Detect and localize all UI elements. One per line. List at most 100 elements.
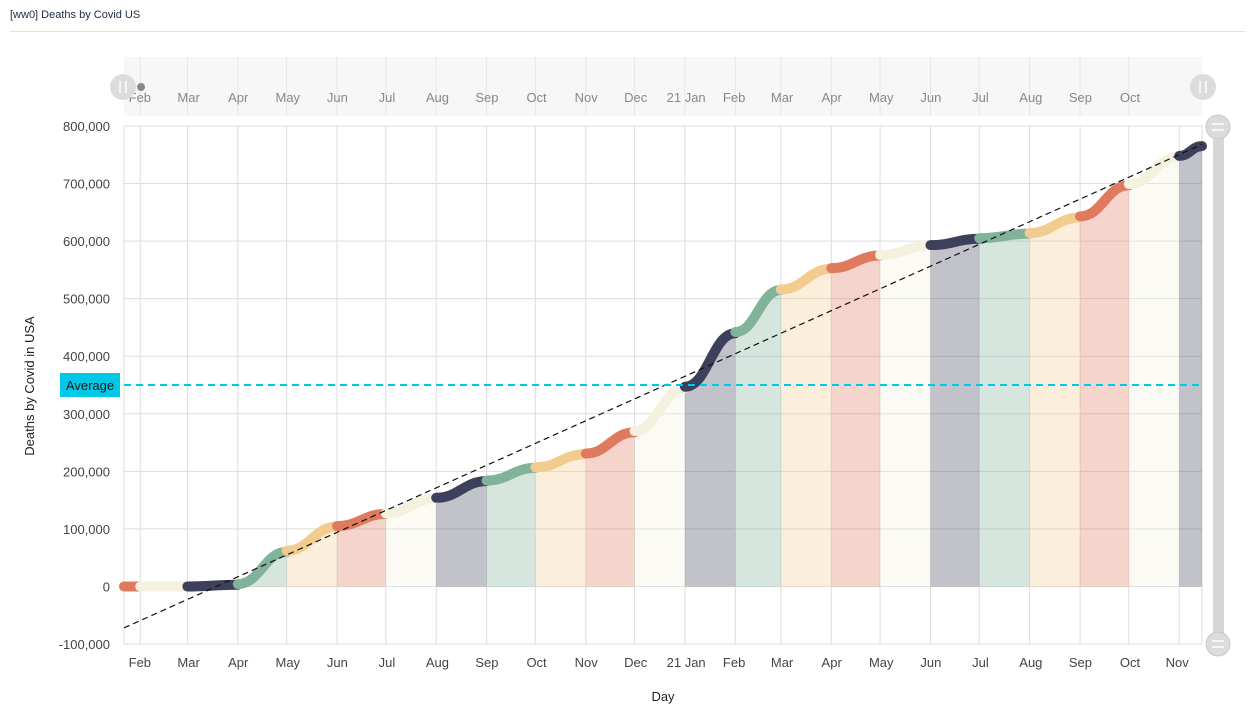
month-fill <box>486 467 536 587</box>
navigator[interactable]: Feb Mar Apr May Jun Jul Aug Sep Oct Nov Dec 21 Jan F… <box>110 57 1216 116</box>
x-tick-label: Nov <box>575 655 599 670</box>
month-fill <box>930 238 980 587</box>
title-divider <box>10 31 1245 32</box>
month-fill <box>684 333 736 587</box>
navigator-tick-label: Apr <box>822 90 843 105</box>
x-tick-label: Mar <box>177 655 200 670</box>
navigator-handle-left[interactable] <box>110 74 145 100</box>
series-segment <box>580 427 640 459</box>
y-tick-label: 500,000 <box>63 292 110 307</box>
series-segment <box>826 250 886 274</box>
average-line-group: Average <box>60 373 1202 397</box>
y-tick-label: -100,000 <box>59 637 110 652</box>
average-label: Average <box>66 378 114 393</box>
month-fill <box>286 526 337 587</box>
navigator-tick-label: 21 Jan <box>667 90 706 105</box>
navigator-ticks: Feb Mar Apr May Jun Jul Aug Sep Oct Nov Dec 21 Jan F… <box>129 90 1141 105</box>
x-axis-ticks: Feb Mar Apr May Jun Jul Aug Sep Oct Nov Dec 21 Jan F… <box>129 655 1190 670</box>
x-tick-label: Apr <box>228 655 249 670</box>
navigator-tick-label: Jun <box>327 90 348 105</box>
vertical-scrollbar-handle-top[interactable] <box>1205 114 1231 140</box>
x-tick-label: Aug <box>426 655 449 670</box>
series-segment <box>281 521 342 556</box>
x-tick-label: Nov <box>1166 655 1190 670</box>
series-segment <box>232 546 292 590</box>
widget-title: [ww0] Deaths by Covid US <box>10 9 141 21</box>
navigator-tick-label: Oct <box>1120 90 1141 105</box>
vertical-scrollbar-track[interactable] <box>1213 126 1224 644</box>
month-fill-bands <box>187 146 1202 587</box>
navigator-tick-label: May <box>869 90 894 105</box>
navigator-handle-right[interactable] <box>1190 74 1216 100</box>
navigator-tick-label: Jun <box>920 90 941 105</box>
x-tick-label: May <box>869 655 894 670</box>
navigator-tick-label: Nov <box>575 90 599 105</box>
x-tick-label: Sep <box>475 655 498 670</box>
series-segment <box>775 263 837 295</box>
series-segment <box>481 462 541 486</box>
vertical-scrollbar[interactable] <box>1205 114 1231 657</box>
series-segment <box>182 579 243 592</box>
x-tick-label: Oct <box>526 655 547 670</box>
trend-line <box>123 143 1203 629</box>
x-tick-label: May <box>276 655 301 670</box>
navigator-tick-label: Feb <box>723 90 745 105</box>
x-tick-label: Sep <box>1069 655 1092 670</box>
month-fill <box>535 454 586 587</box>
month-fill <box>1128 156 1180 587</box>
series-segment <box>925 233 985 251</box>
x-tick-label: Jun <box>920 655 941 670</box>
series-segment <box>431 476 492 503</box>
month-fill <box>634 387 685 587</box>
navigator-tick-label: Jul <box>972 90 989 105</box>
month-fill <box>880 245 931 587</box>
month-fill <box>1029 217 1081 587</box>
month-fill <box>436 481 487 587</box>
navigator-tick-label: Aug <box>1019 90 1042 105</box>
navigator-tick-label: Apr <box>228 90 249 105</box>
navigator-tick-label: Jul <box>379 90 396 105</box>
series-segment <box>331 508 391 532</box>
navigator-tick-label: Mar <box>177 90 200 105</box>
x-tick-label: Apr <box>822 655 843 670</box>
month-fill <box>336 513 386 587</box>
navigator-tick-label: Feb <box>129 90 151 105</box>
series-segment <box>530 449 591 473</box>
y-tick-label: 800,000 <box>63 119 110 134</box>
y-tick-label: 100,000 <box>63 522 110 537</box>
y-axis-title: Deaths by Covid in USA <box>22 316 37 456</box>
x-tick-label: Mar <box>771 655 794 670</box>
series-segment <box>380 493 442 519</box>
navigator-grid <box>139 57 1130 116</box>
average-label-box <box>60 373 120 397</box>
series-segment <box>974 228 1035 244</box>
vertical-scrollbar-handle-bottom[interactable] <box>1205 631 1231 657</box>
y-tick-label: 200,000 <box>63 464 110 479</box>
x-tick-label: Aug <box>1019 655 1042 670</box>
x-tick-label: Jul <box>379 655 396 670</box>
navigator-background <box>124 57 1202 116</box>
month-fill <box>735 290 781 587</box>
month-fill <box>979 233 1030 587</box>
navigator-tick-label: May <box>276 90 301 105</box>
month-fill <box>780 268 832 587</box>
y-tick-label: 400,000 <box>63 349 110 364</box>
month-fill <box>585 432 635 587</box>
series-segment <box>875 240 936 260</box>
y-tick-label: 700,000 <box>63 177 110 192</box>
x-tick-label: Oct <box>1120 655 1141 670</box>
series-segment <box>730 285 786 338</box>
x-tick-label: Dec <box>624 655 648 670</box>
x-axis-title: Day <box>651 689 675 704</box>
y-axis-ticks: 800,000 700,000 600,000 500,000 400,000 300,0… <box>59 119 110 652</box>
series-segment <box>1075 180 1134 222</box>
navigator-tick-label: Mar <box>771 90 794 105</box>
x-tick-label: Jun <box>327 655 348 670</box>
y-tick-label: 600,000 <box>63 234 110 249</box>
navigator-tick-label: Sep <box>1069 90 1092 105</box>
navigator-tick-label: Dec <box>624 90 648 105</box>
series-segment <box>1174 141 1207 161</box>
month-fill <box>1080 185 1129 587</box>
y-tick-label: 0 <box>103 579 110 594</box>
